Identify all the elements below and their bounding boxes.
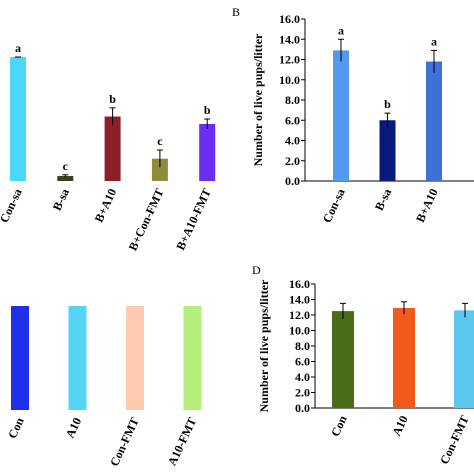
x-tick-label: Con-FMT — [437, 413, 472, 466]
significance-letter: b — [204, 103, 211, 117]
x-tick-label: Con-sa — [0, 186, 25, 225]
x-tick-label: B+A10-FMT — [173, 186, 214, 252]
y-tick-label: 0.0 — [285, 174, 300, 188]
bar — [454, 310, 474, 408]
bar — [393, 308, 415, 408]
y-axis-label: Number of live pups/litter — [251, 33, 265, 166]
bar — [10, 57, 26, 181]
significance-letter: c — [157, 134, 163, 148]
significance-letter: a — [431, 34, 437, 48]
x-tick-label: A10 — [63, 415, 84, 440]
x-tick-label: B+A10 — [413, 186, 441, 224]
x-tick-label: B-sa — [372, 186, 394, 212]
x-tick-label: Con — [328, 413, 350, 439]
y-tick-label: 16.0 — [279, 12, 300, 26]
panel-label: B — [232, 5, 240, 19]
y-tick-label: 14.0 — [279, 32, 300, 46]
y-tick-label: 2.0 — [285, 154, 300, 168]
bar — [126, 306, 144, 410]
significance-letter: a — [338, 23, 344, 37]
y-tick-label: 10.0 — [279, 73, 300, 87]
y-tick-label: 12.0 — [289, 308, 310, 322]
y-tick-label: 0.0 — [295, 401, 310, 415]
y-tick-label: 14.0 — [289, 293, 310, 307]
bar — [183, 306, 202, 410]
significance-letter: b — [109, 92, 116, 106]
y-tick-label: 6.0 — [285, 113, 300, 127]
bar — [199, 123, 216, 181]
significance-letter: a — [15, 41, 21, 55]
bar — [104, 116, 121, 181]
x-tick-label: Con — [5, 415, 27, 441]
panel-label: D — [252, 263, 261, 277]
y-tick-label: 4.0 — [295, 370, 310, 384]
bar — [57, 176, 74, 181]
y-tick-label: 10.0 — [289, 324, 310, 338]
y-tick-label: 6.0 — [295, 355, 310, 369]
bar — [332, 311, 354, 408]
x-tick-label: B+A10 — [92, 186, 120, 224]
y-tick-label: 12.0 — [279, 53, 300, 67]
x-tick-label: B-sa — [50, 186, 72, 212]
x-tick-label: A10 — [389, 413, 410, 438]
y-tick-label: 16.0 — [289, 277, 310, 291]
y-tick-label: 4.0 — [285, 134, 300, 148]
y-tick-label: 8.0 — [285, 93, 300, 107]
x-tick-label: A10-FMT — [165, 415, 199, 467]
significance-letter: c — [63, 159, 69, 173]
bar — [333, 50, 349, 182]
bar — [426, 61, 442, 181]
bar — [11, 306, 29, 410]
bar — [68, 306, 87, 410]
y-axis-label: Number of live pups/litter — [257, 279, 271, 412]
x-tick-label: Con-sa — [320, 186, 348, 225]
y-tick-label: 2.0 — [295, 386, 310, 400]
y-tick-label: 8.0 — [295, 339, 310, 353]
x-tick-label: B+Con-FMT — [126, 186, 167, 252]
bar — [151, 158, 168, 181]
x-tick-label: Con-FMT — [107, 415, 142, 468]
significance-letter: b — [384, 97, 391, 111]
bar — [379, 120, 396, 181]
